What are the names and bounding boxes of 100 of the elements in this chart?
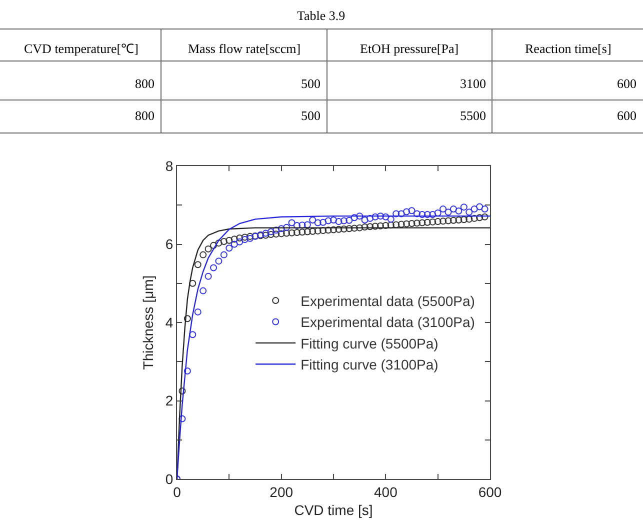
y-tick-label: 2 (165, 392, 174, 409)
point (184, 368, 191, 375)
point (204, 272, 212, 280)
point (194, 308, 202, 316)
point (226, 244, 233, 252)
point (230, 236, 238, 243)
point (194, 261, 202, 268)
point (444, 208, 452, 216)
point (350, 224, 358, 232)
point (455, 216, 462, 224)
text: 800 (135, 108, 154, 123)
point (320, 227, 327, 234)
text: Mass flow rate[sccm] (188, 41, 301, 56)
point (429, 218, 436, 226)
y-axis-title: Thickness [μm] (140, 275, 156, 370)
text: 800 (135, 76, 154, 91)
point (272, 226, 280, 234)
legend-label: Fitting curve (3100Pa) (300, 356, 438, 373)
x-tick-label: 600 (478, 484, 502, 500)
point (230, 240, 238, 248)
point (382, 222, 390, 229)
point (392, 221, 400, 228)
point (200, 251, 207, 258)
legend-label: Fitting curve (5500Pa) (300, 335, 438, 352)
point (215, 240, 222, 247)
text: 5500 (460, 108, 486, 123)
point (298, 222, 306, 229)
point (408, 220, 416, 228)
point (450, 216, 457, 224)
point (272, 230, 280, 238)
point (470, 214, 478, 222)
text: 3100 (460, 76, 486, 91)
point (366, 214, 374, 222)
text: Reaction time[s] (525, 41, 612, 56)
point (267, 228, 274, 236)
point (366, 223, 374, 230)
point (372, 213, 379, 220)
text: CVD temperature[℃] (24, 41, 138, 56)
point (387, 222, 394, 229)
point (418, 211, 426, 218)
point (283, 230, 290, 237)
point (460, 216, 468, 224)
text: EtOH pressure[Pa] (360, 41, 459, 56)
point (476, 214, 484, 222)
point (481, 206, 488, 213)
point (178, 415, 186, 422)
point (335, 226, 342, 233)
point (346, 216, 353, 224)
point (470, 206, 478, 213)
point (314, 219, 322, 226)
point (356, 224, 364, 232)
point (309, 216, 316, 224)
point (413, 210, 420, 218)
point (466, 208, 473, 216)
point (346, 225, 353, 232)
point (376, 222, 384, 230)
point (314, 227, 322, 234)
y-tick-label: 4 (165, 314, 174, 330)
point (350, 214, 358, 222)
point (403, 208, 410, 216)
point (460, 204, 468, 211)
point (189, 280, 196, 287)
point (340, 217, 348, 224)
point (330, 226, 337, 234)
point (361, 216, 368, 224)
point (210, 264, 218, 272)
point (450, 206, 457, 213)
point (278, 225, 285, 232)
text: 600 (617, 108, 636, 123)
point (178, 387, 186, 394)
point (236, 234, 244, 242)
point (267, 230, 274, 238)
point (424, 218, 431, 226)
point (392, 210, 400, 218)
point (382, 213, 390, 220)
point (434, 209, 442, 216)
point (398, 220, 405, 228)
point (320, 218, 327, 226)
point (210, 242, 218, 249)
text: 600 (617, 76, 636, 91)
point (403, 220, 410, 228)
point (418, 219, 426, 226)
text: 500 (301, 76, 320, 91)
point (278, 230, 285, 238)
legend-label: Experimental data (5500Pa) (300, 293, 475, 309)
x-axis-title: CVD time [s] (294, 502, 373, 518)
point (220, 251, 228, 258)
y-tick-label: 6 (165, 236, 174, 252)
point (200, 287, 207, 294)
point (283, 224, 290, 231)
point (215, 258, 222, 265)
point (361, 224, 368, 231)
point (241, 234, 248, 241)
point (309, 228, 316, 235)
point (440, 218, 447, 225)
point (440, 206, 447, 213)
point (184, 315, 191, 322)
point (372, 222, 379, 230)
point (376, 212, 384, 220)
text: 500 (301, 108, 320, 123)
